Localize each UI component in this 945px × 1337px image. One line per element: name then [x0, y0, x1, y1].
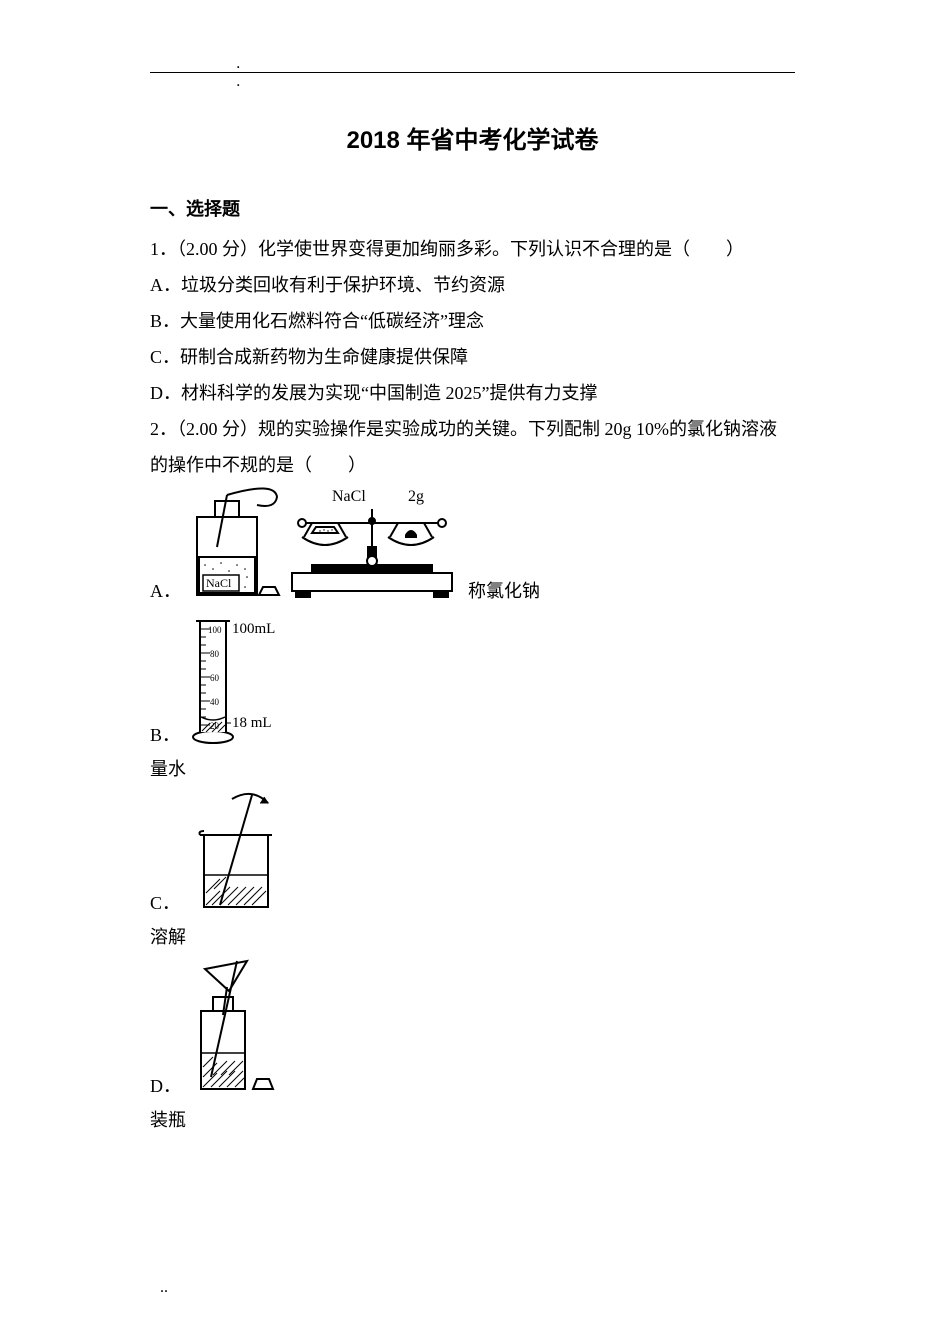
- svg-text:40: 40: [210, 697, 220, 707]
- q2-option-a-row: A．: [150, 487, 795, 607]
- balance-right-label: 2g: [408, 488, 424, 505]
- section-heading: 一、选择题: [150, 195, 795, 221]
- footer-dots: ..: [160, 1279, 168, 1297]
- q2-option-c-letter: C．: [150, 887, 180, 919]
- bottle-funnel-icon: [187, 957, 287, 1102]
- q2-option-a-caption: 称氯化钠: [468, 575, 540, 607]
- q2-option-c-row: C．: [150, 789, 795, 919]
- svg-text:60: 60: [210, 673, 220, 683]
- q2-stem-line2: 的操作中不规的是（ ）: [150, 447, 795, 483]
- q2-option-b-caption: 量水: [150, 755, 795, 781]
- cylinder-capacity-label: 100mL: [232, 621, 275, 637]
- q1-option-a: A．垃圾分类回收有利于保护环境、节约资源: [150, 267, 795, 303]
- q2-option-b-row: B．: [150, 611, 795, 751]
- graduated-cylinder-icon: 100 80 60 40 20 100mL 18 mL: [186, 611, 316, 751]
- svg-text:20: 20: [210, 721, 220, 731]
- cylinder-reading-label: 18 mL: [232, 715, 272, 731]
- q1-option-c: C．研制合成新药物为生命健康提供保障: [150, 339, 795, 375]
- nacl-bottle-label: NaCl: [206, 576, 232, 590]
- beaker-stirring-icon: [186, 789, 296, 919]
- q2-option-a-letter: A．: [150, 575, 181, 607]
- balance-scale-icon: NaCl 2g: [282, 487, 462, 607]
- svg-text:100: 100: [208, 625, 222, 635]
- q2-option-c-caption: 溶解: [150, 923, 795, 949]
- reagent-bottle-icon: NaCl: [187, 487, 282, 607]
- page: . . 2018 年省中考化学试卷 一、选择题 1．（2.00 分）化学使世界变…: [0, 0, 945, 1337]
- q2-option-d-caption: 装瓶: [150, 1106, 795, 1132]
- page-title: 2018 年省中考化学试卷: [150, 120, 795, 155]
- q1-option-b: B．大量使用化石燃料符合“低碳经济”理念: [150, 303, 795, 339]
- q2-option-d-row: D．: [150, 957, 795, 1102]
- header-rule: [150, 72, 795, 73]
- balance-left-label: NaCl: [332, 488, 366, 505]
- svg-text:80: 80: [210, 649, 220, 659]
- q2-option-d-letter: D．: [150, 1070, 181, 1102]
- q2-stem-line1: 2．（2.00 分）规的实验操作是实验成功的关键。下列配制 20g 10%的氯化…: [150, 411, 795, 447]
- q1-option-d: D．材料科学的发展为实现“中国制造 2025”提供有力支撑: [150, 375, 795, 411]
- header-dots: . .: [236, 55, 709, 91]
- q1-stem: 1．（2.00 分）化学使世界变得更加绚丽多彩。下列认识不合理的是（ ）: [150, 231, 795, 267]
- q2-option-b-letter: B．: [150, 719, 180, 751]
